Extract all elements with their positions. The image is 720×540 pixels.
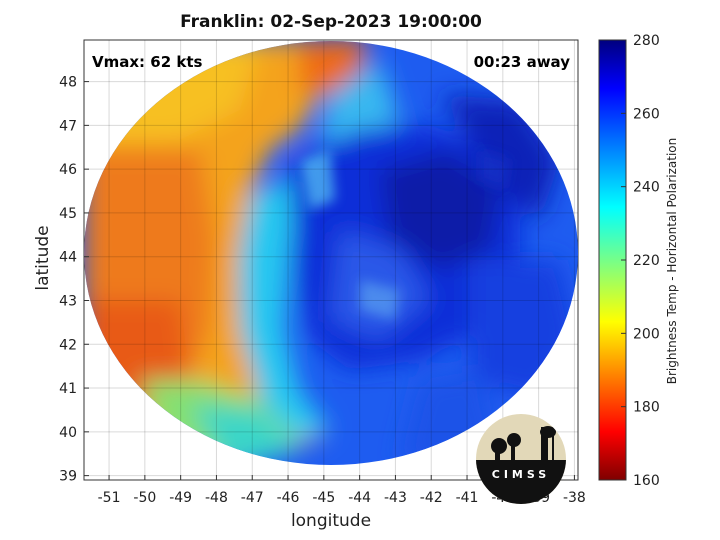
x-tick-label-6: -45	[312, 490, 335, 506]
y-tick-label-9: 48	[59, 75, 77, 91]
x-tick-label-1: -50	[133, 490, 156, 506]
x-tick-label-7: -44	[348, 490, 371, 506]
y-tick-label-0: 39	[59, 469, 77, 485]
colorbar-tick-label-1: 180	[633, 400, 660, 416]
x-tick-label-13: -38	[563, 490, 586, 506]
colorbar-tick-label-5: 260	[633, 106, 660, 122]
x-tick-label-5: -46	[277, 490, 300, 506]
y-tick-label-4: 43	[59, 293, 77, 309]
plot-title: Franklin: 02-Sep-2023 19:00:00	[180, 12, 482, 32]
x-tick-label-2: -49	[169, 490, 192, 506]
x-tick-label-0: -51	[98, 490, 121, 506]
y-tick-label-3: 42	[59, 337, 77, 353]
x-tick-label-4: -47	[241, 490, 264, 506]
x-tick-label-10: -41	[456, 490, 479, 506]
colorbar-label: Brightness Temp - Horizontal Polarizatio…	[665, 137, 679, 385]
y-tick-label-8: 47	[59, 118, 77, 134]
y-tick-label-5: 44	[59, 250, 77, 266]
y-tick-label-2: 41	[59, 381, 77, 397]
y-tick-label-7: 46	[59, 162, 77, 178]
x-tick-label-3: -48	[205, 490, 228, 506]
colorbar-tick-label-2: 200	[633, 326, 660, 342]
colorbar-tick-label-3: 220	[633, 253, 660, 269]
y-axis-label: latitude	[33, 225, 53, 291]
y-axis: 39 40 41 42 43 44 45 46 47 48	[59, 75, 89, 485]
x-tick-label-9: -42	[420, 490, 443, 506]
colorbar-tick-label-6: 280	[633, 33, 660, 49]
colorbar-tick-label-4: 240	[633, 180, 660, 196]
colorbar-ticks: 160 180 200 220 240 260 280	[621, 33, 660, 489]
grid-lines	[84, 40, 578, 480]
x-axis-label: longitude	[290, 511, 372, 531]
x-tick-label-8: -43	[384, 490, 407, 506]
y-tick-label-1: 40	[59, 425, 77, 441]
colorbar-tick-label-0: 160	[633, 473, 660, 489]
vmax-label: Vmax: 62 kts	[92, 53, 203, 71]
y-tick-label-6: 45	[59, 206, 77, 222]
cimss-logo-text: CIMSS	[492, 468, 550, 481]
time-away-label: 00:23 away	[473, 53, 570, 71]
